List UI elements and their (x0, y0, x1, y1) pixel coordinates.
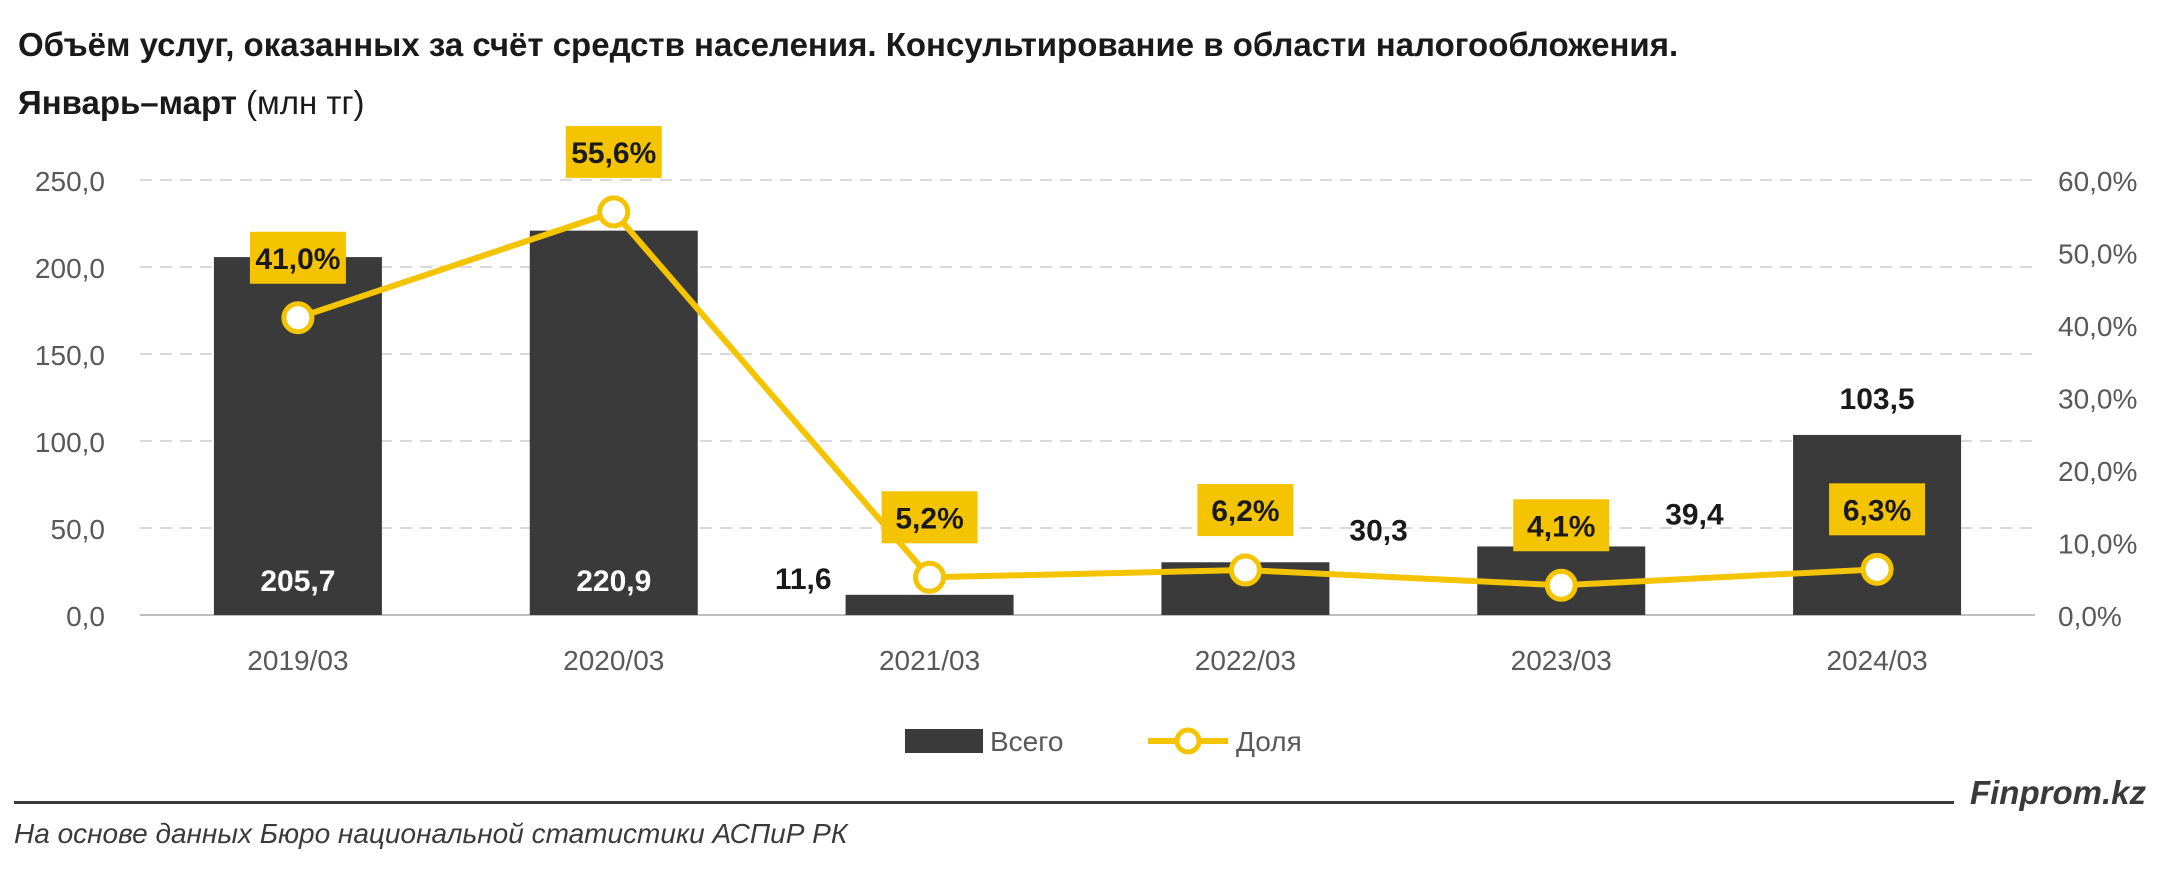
x-axis-ticks: 2019/03 2020/03 2021/03 2022/03 2023/03 2024/… (247, 645, 1927, 676)
legend-swatch-point (1174, 727, 1202, 755)
x-tick-label: 2024/03 (1826, 645, 1927, 676)
share-label-box (1197, 484, 1294, 537)
share-point (281, 301, 315, 335)
chart-subtitle: Январь–март (млн тг) (18, 84, 365, 122)
bar-series (213, 230, 1962, 615)
share-value-label: 5,2% (895, 502, 963, 535)
combo-chart: 0,0 50,0 100,0 150,0 200,0 250,0 0,0% 10,0% 20,… (35, 125, 2137, 757)
left-tick-label: 250,0 (35, 166, 105, 197)
left-tick-label: 200,0 (35, 253, 105, 284)
bar-2021-03 (845, 594, 1014, 615)
right-tick-label: 20,0% (2058, 456, 2137, 487)
chart-title: Объём услуг, оказанных за счёт средств н… (18, 26, 1679, 63)
share-value-label: 41,0% (255, 243, 340, 276)
x-tick-label: 2023/03 (1511, 645, 1612, 676)
left-tick-label: 100,0 (35, 427, 105, 458)
share-label-box (1513, 499, 1610, 552)
bar-value-label: 11,6 (775, 563, 832, 596)
legend-label-bar: Всего (990, 726, 1063, 757)
share-point (1860, 552, 1894, 586)
share-point (913, 560, 947, 594)
share-value-label: 6,3% (1843, 494, 1911, 527)
x-tick-label: 2019/03 (247, 645, 348, 676)
share-label-box (249, 231, 346, 284)
x-tick-label: 2022/03 (1195, 645, 1296, 676)
line-series (281, 195, 1894, 602)
right-tick-label: 0,0% (2058, 601, 2122, 632)
legend-swatch-bar (905, 729, 983, 753)
bar-value-label: 30,3 (1349, 514, 1407, 547)
subtitle-unit: (млн тг) (236, 84, 365, 121)
legend: Всего Доля (905, 726, 1302, 757)
bar-value-label: 205,7 (260, 565, 335, 598)
left-tick-label: 150,0 (35, 340, 105, 371)
share-point (1544, 568, 1578, 602)
right-axis-ticks: 0,0% 10,0% 20,0% 30,0% 40,0% 50,0% 60,0% (2058, 166, 2137, 632)
bar-labels: 205,7 220,9 11,6 30,3 39,4 103,5 (260, 383, 1914, 598)
brand-logo-text: Finprom.kz (1969, 774, 2146, 811)
share-value-label: 55,6% (571, 137, 656, 170)
left-tick-label: 50,0 (51, 514, 106, 545)
bar-value-label: 103,5 (1840, 383, 1915, 416)
right-tick-label: 60,0% (2058, 166, 2137, 197)
legend-label-line: Доля (1236, 726, 1302, 757)
share-line (296, 208, 1878, 589)
share-label-box (881, 491, 978, 544)
bar-value-label: 39,4 (1665, 498, 1724, 531)
share-point (1228, 553, 1262, 587)
share-point (597, 195, 631, 229)
subtitle-period: Январь–март (18, 84, 237, 121)
share-label-box (1829, 483, 1926, 536)
left-axis-ticks: 0,0 50,0 100,0 150,0 200,0 250,0 (35, 166, 105, 632)
left-tick-label: 0,0 (66, 601, 105, 632)
line-labels: 41,0% 55,6% 5,2% 6,2% 4,1% 6,3% (249, 125, 1926, 552)
grid-lines (140, 179, 2035, 616)
right-tick-label: 40,0% (2058, 311, 2137, 342)
right-tick-label: 10,0% (2058, 529, 2137, 560)
source-note: На основе данных Бюро национальной стати… (14, 818, 848, 849)
x-tick-label: 2020/03 (563, 645, 664, 676)
share-value-label: 6,2% (1211, 495, 1279, 528)
share-value-label: 4,1% (1527, 510, 1595, 543)
right-tick-label: 30,0% (2058, 384, 2137, 415)
share-label-box (565, 125, 662, 178)
bar-2020-03 (529, 230, 698, 615)
bar-value-label: 220,9 (576, 565, 651, 598)
footer-divider (14, 801, 1954, 804)
x-tick-label: 2021/03 (879, 645, 980, 676)
right-tick-label: 50,0% (2058, 239, 2137, 270)
